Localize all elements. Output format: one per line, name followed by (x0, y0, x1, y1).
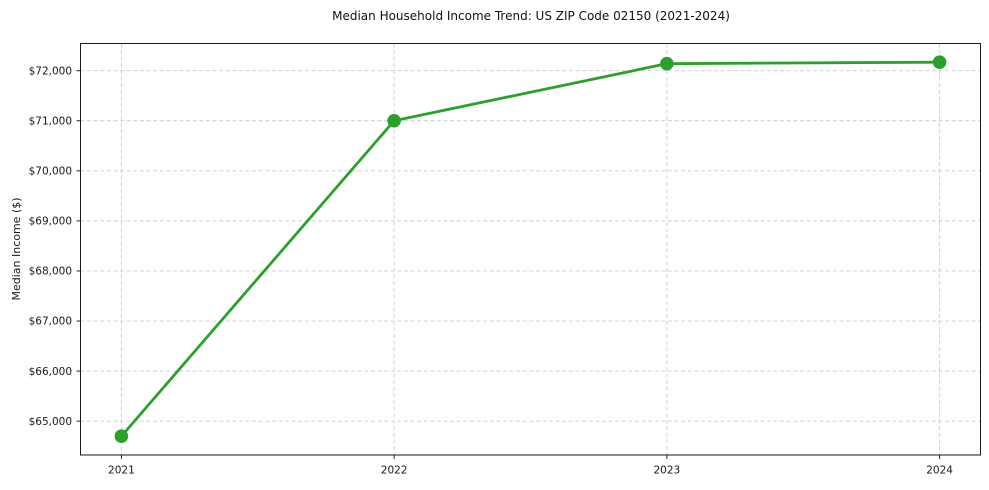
y-tick-label: $70,000 (29, 166, 72, 178)
data-point-marker (387, 113, 401, 128)
y-axis-label: Median Income ($) (10, 197, 23, 300)
data-point-marker (660, 56, 674, 71)
chart-title: Median Household Income Trend: US ZIP Co… (332, 9, 730, 23)
y-tick-label: $67,000 (29, 316, 72, 328)
y-tick-label: $69,000 (29, 216, 72, 228)
y-tick-label: $66,000 (29, 366, 72, 378)
x-tick-label: 2023 (653, 465, 680, 477)
y-tick-label: $72,000 (29, 65, 72, 77)
data-point-marker (114, 429, 129, 443)
data-point-marker (932, 55, 947, 69)
trend-line (120, 60, 941, 438)
plot-border (80, 43, 981, 456)
y-tick-label: $71,000 (29, 115, 72, 127)
x-tick-label: 2024 (926, 465, 953, 477)
y-tick-label: $65,000 (29, 416, 72, 428)
grid-lines (80, 43, 981, 455)
x-tick-label: 2022 (381, 465, 408, 477)
x-tick-label: 2021 (108, 465, 135, 477)
y-tick-label: $68,000 (29, 266, 72, 278)
axis-ticks (76, 70, 941, 459)
axis-tick-labels: $65,000 $66,000 $67,000 $68,000 $69,000 $70,0… (29, 65, 954, 476)
data-series (114, 55, 947, 443)
